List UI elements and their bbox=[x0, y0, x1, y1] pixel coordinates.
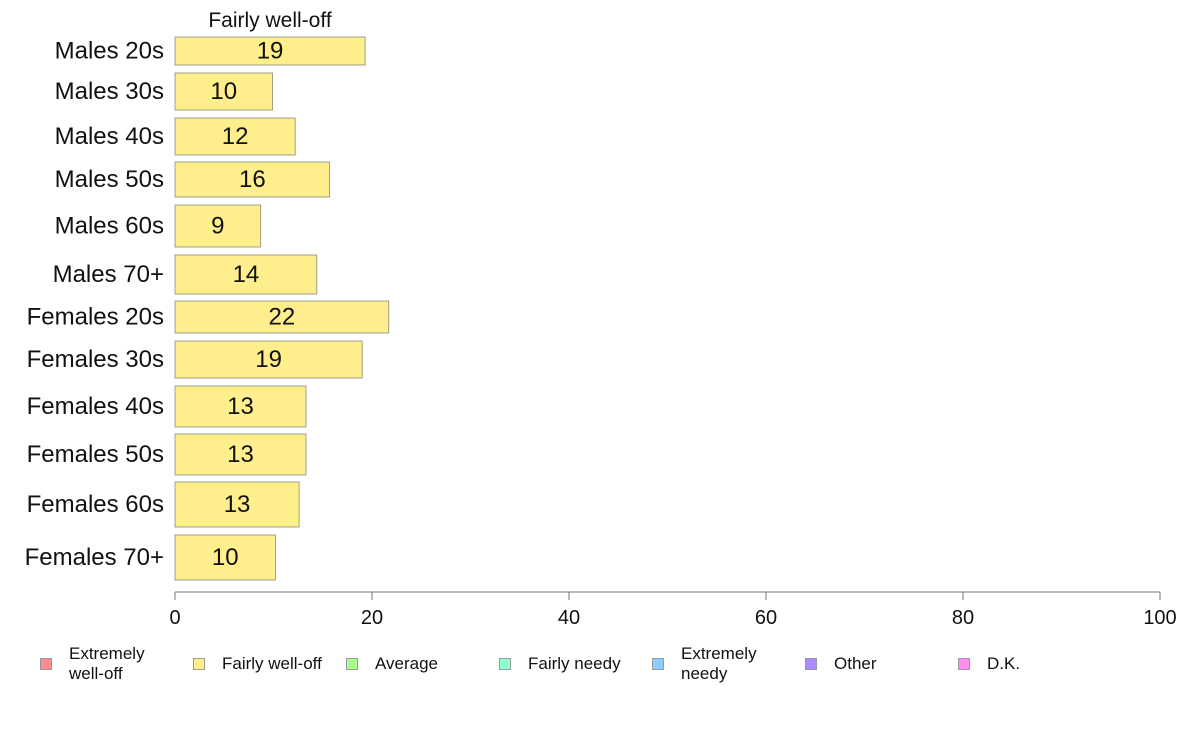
bar bbox=[174, 340, 363, 379]
legend-item: Extremely needy bbox=[652, 642, 791, 686]
data-label: 22 bbox=[269, 304, 296, 331]
bar bbox=[174, 204, 262, 248]
bar bbox=[174, 254, 318, 295]
legend-label: Average bbox=[375, 654, 439, 673]
legend-swatch bbox=[652, 658, 664, 670]
legend-item: D.K. bbox=[958, 642, 1067, 686]
data-label: 16 bbox=[239, 166, 266, 193]
category-label: Males 30s bbox=[55, 78, 164, 105]
legend-label: Extremely well-off bbox=[69, 644, 145, 683]
data-label: 19 bbox=[255, 346, 282, 373]
category-label: Females 40s bbox=[27, 393, 164, 420]
bar bbox=[174, 534, 276, 581]
bar bbox=[174, 300, 390, 334]
bar bbox=[174, 481, 300, 528]
legend-item: Fairly well-off bbox=[193, 642, 342, 686]
data-label: 13 bbox=[227, 393, 254, 420]
legend-swatch bbox=[805, 658, 817, 670]
category-label: Males 50s bbox=[55, 166, 164, 193]
data-label: 10 bbox=[210, 78, 237, 105]
legend-swatch bbox=[346, 658, 358, 670]
category-label: Females 20s bbox=[27, 304, 164, 331]
legend-swatch bbox=[958, 658, 970, 670]
category-label: Males 40s bbox=[55, 123, 164, 150]
data-label: 9 bbox=[211, 213, 224, 240]
legend-label: Fairly needy bbox=[528, 654, 621, 673]
legend-label: Other bbox=[834, 654, 877, 673]
x-tick-label: 40 bbox=[558, 607, 580, 629]
x-axis: 0 20 40 60 80 100 bbox=[169, 591, 1177, 629]
category-label: Males 20s bbox=[55, 38, 164, 65]
bar bbox=[174, 433, 307, 476]
data-label: 13 bbox=[224, 491, 251, 518]
category-label: Females 70+ bbox=[25, 544, 164, 571]
category-label: Males 60s bbox=[55, 213, 164, 240]
legend-swatch bbox=[193, 658, 205, 670]
legend-item: Extremely well-off bbox=[40, 642, 179, 686]
data-label: 14 bbox=[233, 261, 260, 288]
category-label: Females 50s bbox=[27, 441, 164, 468]
category-label: Females 60s bbox=[27, 491, 164, 518]
bar bbox=[174, 72, 273, 111]
legend: Extremely well-off Fairly well-off Average… bbox=[0, 640, 1188, 690]
x-tick-label: 60 bbox=[755, 607, 777, 629]
bar bbox=[174, 161, 331, 198]
data-label: 13 bbox=[227, 441, 254, 468]
category-labels: Males 20s Males 30s Males 40s Males 50s Male… bbox=[25, 38, 164, 572]
bar bbox=[174, 385, 307, 428]
bar bbox=[174, 36, 366, 66]
bars-group bbox=[174, 36, 390, 581]
x-tick-label: 80 bbox=[952, 607, 974, 629]
data-label: 19 bbox=[257, 38, 284, 65]
data-label: 12 bbox=[222, 123, 249, 150]
legend-swatch bbox=[499, 658, 511, 670]
category-label: Males 70+ bbox=[53, 261, 164, 288]
legend-swatch bbox=[40, 658, 52, 670]
legend-item: Fairly needy bbox=[499, 642, 648, 686]
data-label: 10 bbox=[212, 544, 239, 571]
legend-item: Other bbox=[805, 642, 944, 686]
chart-title: Fairly well-off bbox=[208, 9, 331, 32]
legend-label: D.K. bbox=[987, 654, 1021, 673]
legend-item: Average bbox=[346, 642, 485, 686]
bar bbox=[174, 117, 296, 156]
category-label: Females 30s bbox=[27, 346, 164, 373]
legend-label: Extremely needy bbox=[681, 644, 757, 683]
legend-label: Fairly well-off bbox=[222, 654, 322, 673]
x-tick-label: 20 bbox=[361, 607, 383, 629]
x-tick-label: 0 bbox=[169, 607, 180, 629]
x-tick-label: 100 bbox=[1143, 607, 1176, 629]
